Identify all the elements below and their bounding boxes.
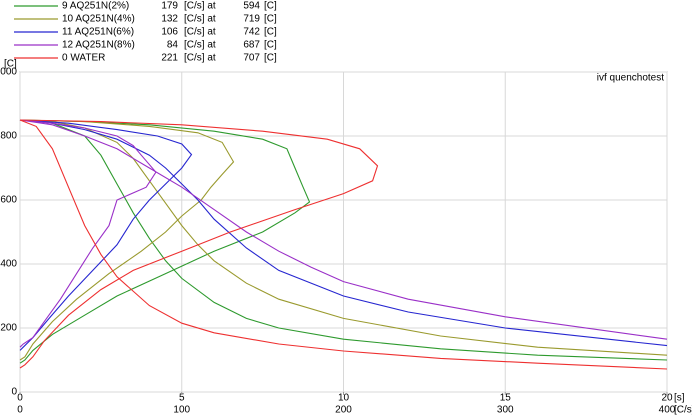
cooling-rate-curve [19,119,193,351]
annotation: ivf quenchotest [597,73,664,84]
cooling-curve [19,119,668,370]
legend-max-rate-temp: 687 [243,40,260,51]
cooling-rate-curve [19,119,157,348]
x-tick-label: 10 [338,393,350,404]
legend-rate-unit: [C/s] at [184,40,216,51]
y-tick-label: 200 [0,323,17,334]
y-axis-label: [C] [4,59,17,70]
x-tick-label: 5 [179,393,185,404]
legend-max-rate-temp: 594 [243,1,260,12]
legend-rate-unit: [C/s] at [184,14,216,25]
legend-temp-unit: [C] [264,14,277,25]
legend-max-rate-temp: 707 [243,53,260,64]
legend-rate-unit: [C/s] at [184,53,216,64]
legend-max-rate-temp: 719 [243,14,260,25]
y-tick-label: 0 [11,387,17,398]
cooling-rate-curve [19,119,311,364]
cooling-curve [19,119,668,356]
legend-label: 0 WATER [62,53,105,64]
y-tick-label: 800 [0,131,17,142]
legend-rate-unit: [C/s] at [184,1,216,12]
legend-label: 10 AQ251N(4%) [62,14,135,25]
legend-label: 12 AQ251N(8%) [62,40,135,51]
x-tick-label: 20 [661,393,673,404]
legend-max-rate-temp: 742 [243,27,260,38]
legend-max-rate: 221 [161,53,178,64]
legend: 9 AQ251N(2%) 179 [C/s] at 594 [C] 10 AQ251N(4… [14,1,277,64]
cooling-rate-curve [19,119,379,369]
legend-max-rate: 84 [167,40,179,51]
legend-temp-unit: [C] [264,40,277,51]
x2-tick-label: 300 [497,405,514,416]
cooling-curve [19,119,668,340]
legend-rate-unit: [C/s] at [184,27,216,38]
x2-tick-label: 100 [173,405,190,416]
legend-temp-unit: [C] [264,1,277,12]
x2-axis-label: [C/s] [674,405,692,416]
legend-label: 9 AQ251N(2%) [62,1,129,12]
y-tick-label: 1000 [0,67,17,78]
x2-tick-label: 400 [659,405,676,416]
legend-max-rate: 132 [161,14,178,25]
y-tick-label: 600 [0,195,17,206]
y-tick-label: 400 [0,259,17,270]
cooling-curve [19,119,668,347]
x-axis-label: [s] [674,393,685,404]
x-tick-label: 15 [500,393,512,404]
legend-max-rate: 106 [161,27,178,38]
legend-label: 11 AQ251N(6%) [62,27,134,38]
x-tick-label: 0 [17,393,23,404]
legend-temp-unit: [C] [264,53,277,64]
legend-temp-unit: [C] [264,27,277,38]
cooling-rate-curve [19,119,235,361]
x2-tick-label: 0 [17,405,23,416]
x2-tick-label: 200 [335,405,352,416]
legend-max-rate: 179 [161,1,178,12]
